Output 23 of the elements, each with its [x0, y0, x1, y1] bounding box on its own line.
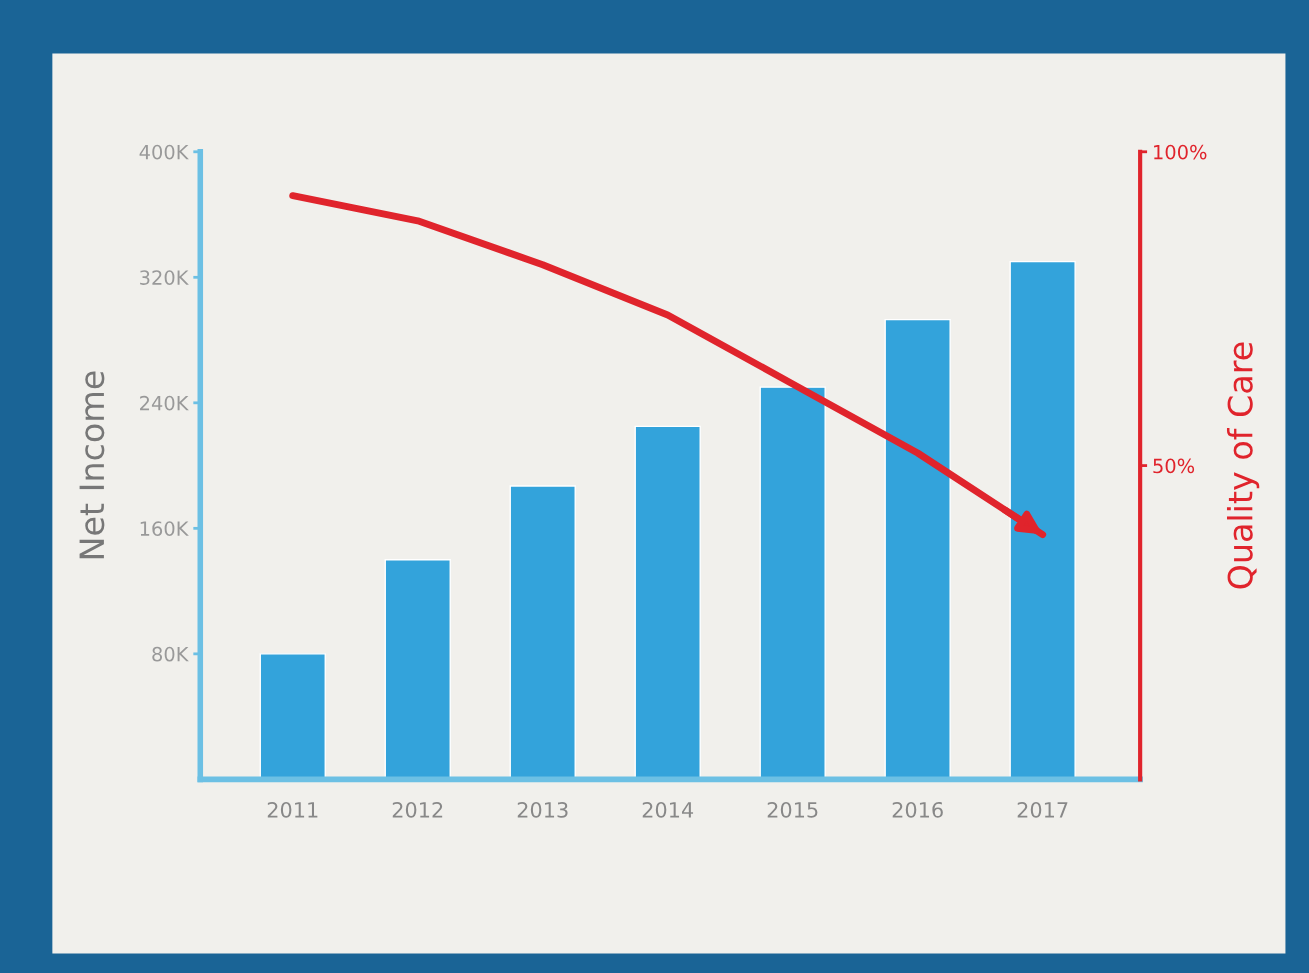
- y-tick-label: 160K: [140, 521, 189, 536]
- y-tick-label: 240K: [140, 395, 189, 411]
- y2-axis-title: Quality of Care: [1226, 342, 1260, 589]
- x-tick-label: 2012: [392, 801, 443, 818]
- x-tick-label: 2017: [1017, 801, 1068, 818]
- x-tick-label: 2014: [642, 801, 694, 818]
- bar: [1009, 260, 1076, 780]
- x-tick-label: 2015: [767, 801, 818, 818]
- y2-tick-label: 100%: [1154, 144, 1207, 160]
- bar: [759, 386, 826, 780]
- y-tick-label: 400K: [139, 144, 189, 160]
- bar: [259, 653, 326, 780]
- bar: [384, 559, 451, 780]
- y-tick-label: 80K: [152, 646, 189, 662]
- y2-tick-label: 50%: [1153, 458, 1195, 474]
- bar: [884, 318, 951, 780]
- bar: [634, 425, 701, 780]
- bar: [509, 485, 576, 780]
- x-tick-label: 2011: [267, 801, 318, 818]
- y-axis-title: Net Income: [79, 371, 105, 559]
- x-tick-label: 2013: [517, 801, 568, 818]
- x-tick-label: 2016: [892, 801, 943, 818]
- y-tick-label: 320K: [140, 270, 189, 285]
